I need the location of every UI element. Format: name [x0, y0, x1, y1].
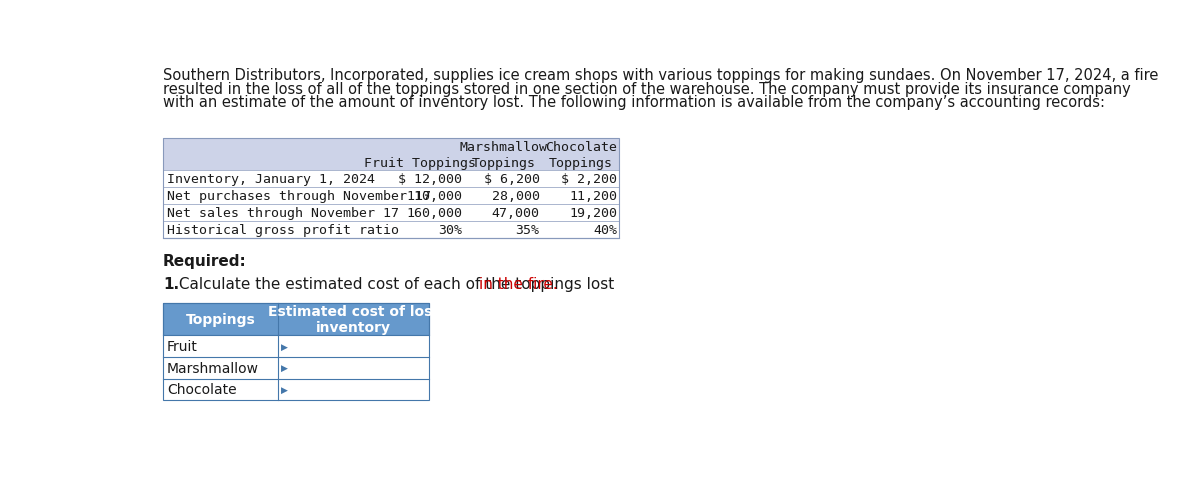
Text: Southern Distributors, Incorporated, supplies ice cream shops with various toppi: Southern Distributors, Incorporated, sup… — [163, 68, 1159, 84]
Text: 11,200: 11,200 — [569, 190, 617, 203]
Bar — [163, 303, 428, 336]
Text: Marshmallow: Marshmallow — [460, 140, 548, 153]
Text: 160,000: 160,000 — [406, 206, 463, 219]
Bar — [163, 138, 620, 238]
Text: 40%: 40% — [594, 223, 617, 236]
Bar — [163, 357, 428, 379]
Text: Required:: Required: — [163, 253, 247, 268]
Bar — [163, 188, 620, 204]
Bar — [163, 336, 428, 357]
Text: ▶: ▶ — [281, 363, 288, 372]
Text: Net purchases through November 17: Net purchases through November 17 — [166, 190, 431, 203]
Text: Toppings: Toppings — [549, 156, 614, 169]
Text: ▶: ▶ — [281, 385, 288, 394]
Text: resulted in the loss of all of the toppings stored in one section of the warehou: resulted in the loss of all of the toppi… — [163, 82, 1130, 96]
Text: 28,000: 28,000 — [492, 190, 539, 203]
Bar — [163, 221, 620, 238]
Text: Toppings: Toppings — [472, 156, 536, 169]
Text: Fruit Toppings: Fruit Toppings — [365, 156, 477, 169]
Bar — [163, 303, 428, 400]
Text: 35%: 35% — [516, 223, 539, 236]
Text: in the fire.: in the fire. — [479, 276, 558, 291]
Bar — [163, 138, 620, 170]
Text: with an estimate of the amount of inventory lost. The following information is a: with an estimate of the amount of invent… — [163, 95, 1104, 109]
Text: Chocolate: Chocolate — [545, 140, 617, 153]
Bar — [163, 170, 620, 188]
Text: $ 6,200: $ 6,200 — [484, 172, 539, 185]
Text: $ 12,000: $ 12,000 — [398, 172, 463, 185]
Text: 1.: 1. — [163, 276, 179, 291]
Text: 19,200: 19,200 — [569, 206, 617, 219]
Text: Estimated cost of lost
inventory: Estimated cost of lost inventory — [268, 304, 439, 335]
Text: Chocolate: Chocolate — [166, 383, 236, 396]
Text: Toppings: Toppings — [185, 312, 255, 326]
Bar — [163, 204, 620, 221]
Text: Calculate the estimated cost of each of the toppings lost: Calculate the estimated cost of each of … — [173, 276, 620, 291]
Bar — [163, 379, 428, 400]
Text: ▶: ▶ — [281, 342, 288, 351]
Text: 110,000: 110,000 — [406, 190, 463, 203]
Text: Fruit: Fruit — [166, 339, 198, 353]
Text: Historical gross profit ratio: Historical gross profit ratio — [166, 223, 399, 236]
Text: Net sales through November 17: Net sales through November 17 — [166, 206, 399, 219]
Text: Marshmallow: Marshmallow — [166, 361, 258, 375]
Text: 47,000: 47,000 — [492, 206, 539, 219]
Text: 30%: 30% — [438, 223, 463, 236]
Text: $ 2,200: $ 2,200 — [562, 172, 617, 185]
Text: Inventory, January 1, 2024: Inventory, January 1, 2024 — [166, 172, 375, 185]
